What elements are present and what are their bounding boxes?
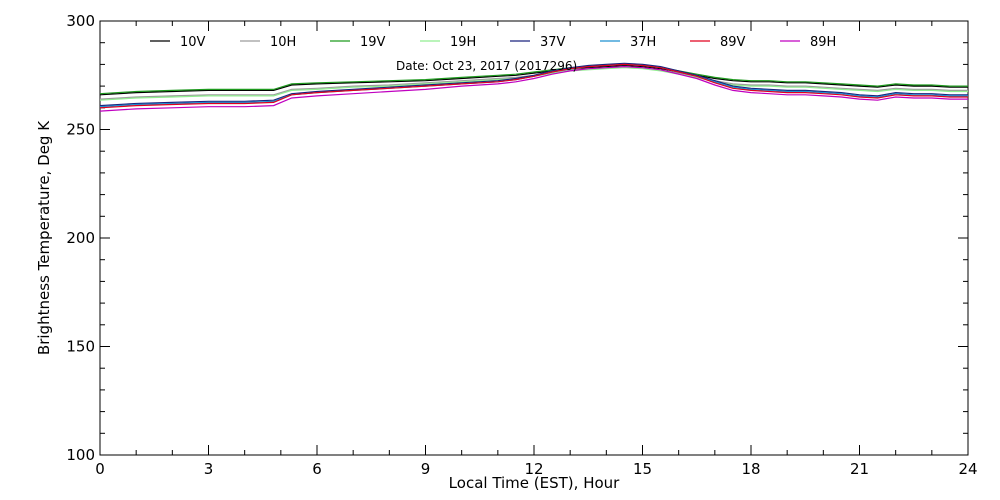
y-tick-label: 150: [66, 338, 95, 356]
series-line-89h: [99, 65, 968, 112]
series-line-10v: [99, 64, 968, 96]
x-tick-label: 15: [633, 460, 652, 478]
legend-label-10h: 10H: [270, 35, 296, 50]
y-axis-title: Brightness Temperature, Deg K: [35, 120, 53, 355]
y-tick-label: 200: [66, 229, 95, 247]
date-annotation: Date: Oct 23, 2017 (2017296): [396, 59, 577, 73]
y-tick-label: 100: [66, 446, 95, 464]
legend-label-10v: 10V: [180, 35, 206, 50]
legend-label-19v: 19V: [360, 35, 386, 50]
x-tick-label: 21: [850, 460, 869, 478]
legend: 10V 10H 19V 19H 37V 37H 89V 89H: [150, 35, 836, 50]
legend-label-89v: 89V: [720, 35, 746, 50]
x-tick-label: 12: [524, 460, 543, 478]
x-tick-label: 6: [312, 460, 322, 478]
legend-label-37h: 37H: [630, 35, 656, 50]
y-tick-label: 250: [66, 121, 95, 139]
legend-label-19h: 19H: [450, 35, 476, 50]
y-tick-labels: 100 150 200 250 300: [66, 12, 95, 464]
series-line-89v: [99, 63, 968, 109]
legend-label-89h: 89H: [810, 35, 836, 50]
series-line-37v: [99, 62, 968, 107]
x-tick-labels: 0 3 6 9 12 15 18 21 24: [95, 460, 977, 478]
x-tick-label: 24: [958, 460, 977, 478]
x-tick-label: 0: [95, 460, 105, 478]
x-tick-label: 3: [204, 460, 214, 478]
axis-ticks: [99, 20, 969, 456]
x-axis-title: Local Time (EST), Hour: [449, 474, 620, 492]
x-tick-label: 9: [421, 460, 431, 478]
plot-frame: [99, 20, 969, 456]
series-line-19h: [99, 67, 968, 101]
series-lines: [99, 62, 968, 112]
y-tick-label: 300: [66, 12, 95, 30]
x-tick-label: 18: [741, 460, 760, 478]
legend-label-37v: 37V: [540, 35, 566, 50]
